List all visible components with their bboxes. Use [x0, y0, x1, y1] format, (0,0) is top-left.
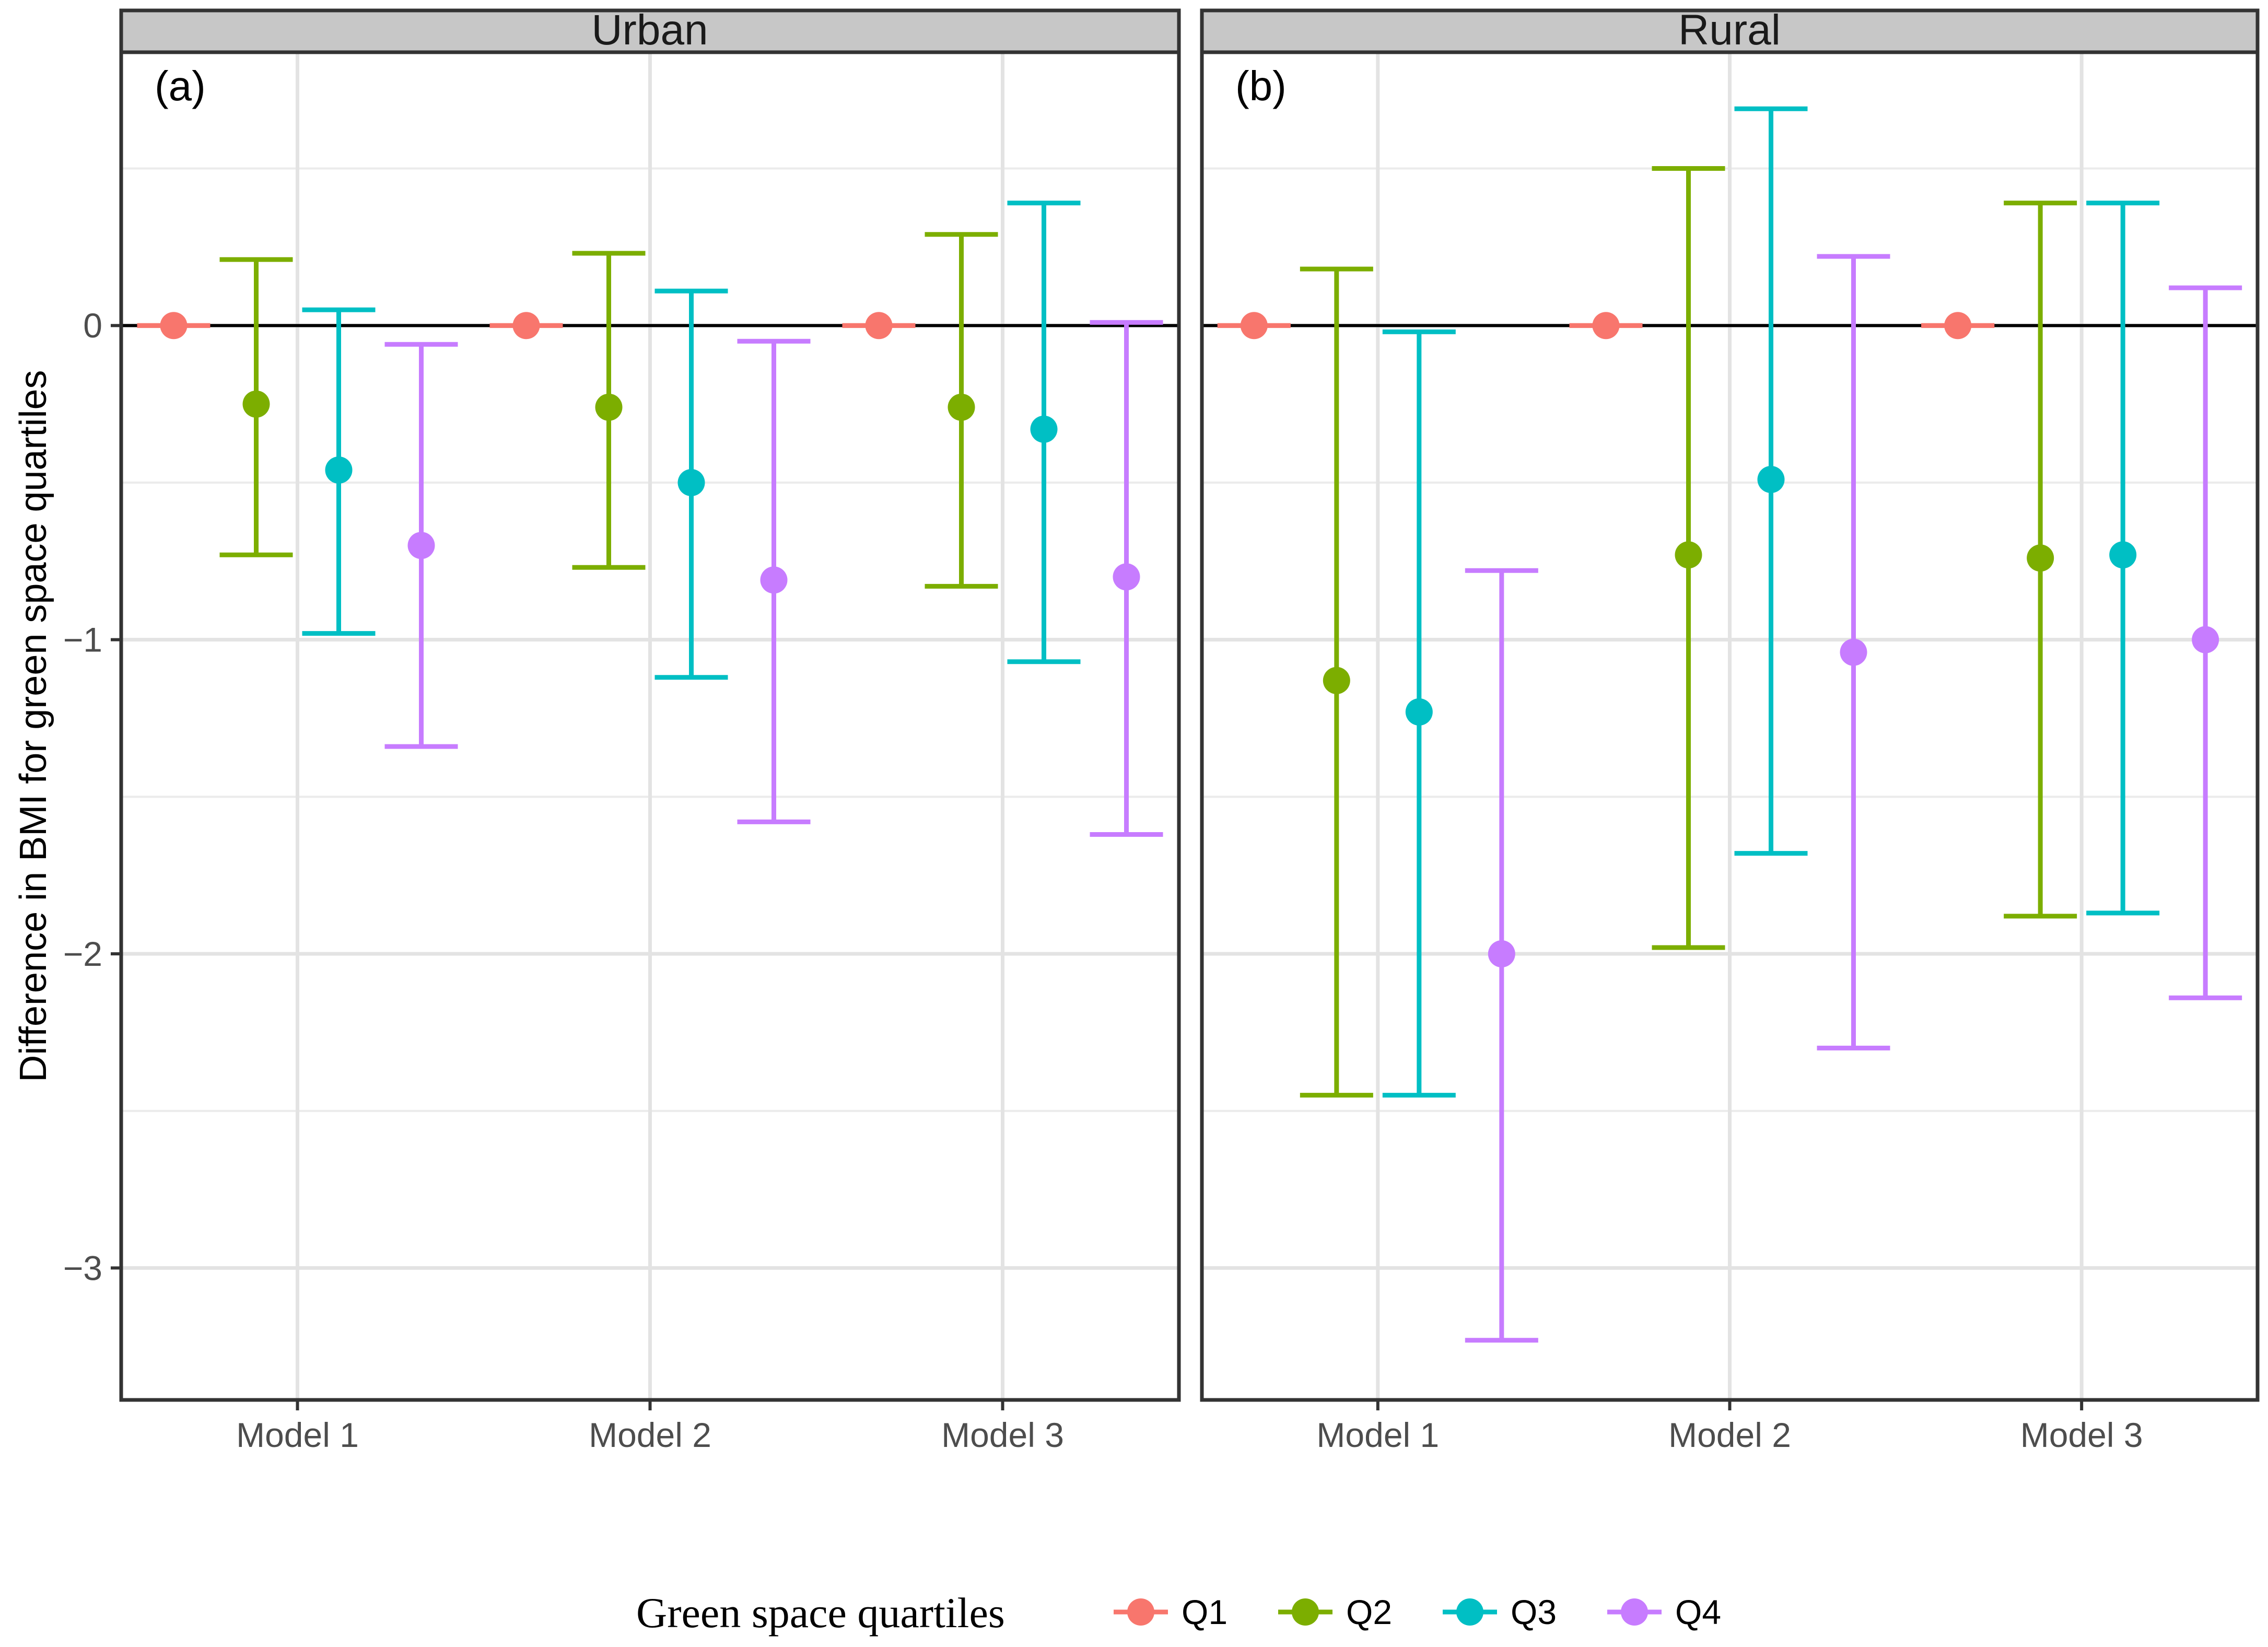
legend-item-q1: Q1	[1114, 1593, 1227, 1631]
errorbar-urban-q1-model3	[842, 312, 916, 340]
legend-key-point	[1127, 1598, 1154, 1626]
errorbar-urban-q4-model3	[1090, 320, 1163, 837]
errorbar-rural-q4-model2	[1817, 254, 1890, 1050]
legend: Green space quartiles Q1 Q2 Q3 Q4	[636, 1589, 1721, 1637]
errorbar-rural-q2-model3	[2004, 201, 2077, 919]
point-estimate	[512, 312, 540, 340]
point-estimate	[1323, 667, 1350, 694]
legend-item-q2: Q2	[1278, 1593, 1392, 1631]
point-estimate	[760, 566, 788, 594]
point-estimate	[2192, 626, 2219, 653]
point-estimate	[2027, 544, 2054, 572]
legend-label: Q1	[1182, 1593, 1227, 1631]
point-estimate	[160, 312, 188, 340]
errorbar-urban-q1-model2	[489, 312, 563, 340]
y-tick-label: 0	[83, 306, 102, 345]
legend-key-point	[1292, 1598, 1319, 1626]
point-estimate	[1592, 312, 1620, 340]
errorbar-urban-q3-model2	[654, 288, 728, 680]
x-tick-label: Model 2	[589, 1416, 711, 1454]
legend-key-point	[1621, 1598, 1648, 1626]
point-estimate	[1944, 312, 1972, 340]
panel-tag-a: (a)	[155, 63, 206, 109]
errorbar-rural-q3-model1	[1382, 329, 1456, 1098]
point-estimate	[242, 390, 270, 418]
y-tick-label: −1	[63, 621, 102, 659]
strip-label-rural: Rural	[1678, 6, 1781, 54]
point-estimate	[677, 469, 705, 496]
x-tick-label: Model 3	[2020, 1416, 2143, 1454]
point-estimate	[407, 532, 435, 559]
point-estimate	[1757, 465, 1785, 493]
point-estimate	[595, 393, 623, 421]
errorbar-urban-q2-model1	[219, 257, 293, 557]
gridlines-rural	[1202, 52, 2258, 1400]
y-tick-label: −2	[63, 935, 102, 973]
errorbar-rural-q1-model1	[1217, 312, 1291, 340]
x-tick-label: Model 3	[941, 1416, 1064, 1454]
errorbar-rural-q4-model1	[1465, 568, 1538, 1343]
point-estimate	[1488, 940, 1515, 968]
point-estimate	[948, 393, 975, 421]
point-estimate	[1240, 312, 1268, 340]
legend-label: Q2	[1346, 1593, 1392, 1631]
marks-rural	[1202, 106, 2258, 1343]
legend-title: Green space quartiles	[636, 1589, 1005, 1637]
errorbar-rural-q4-model3	[2169, 285, 2242, 1000]
errorbar-urban-q4-model1	[384, 342, 458, 749]
point-estimate	[325, 456, 353, 484]
legend-item-q3: Q3	[1443, 1593, 1557, 1631]
y-axis-title: Difference in BMI for green space quarti…	[13, 370, 54, 1082]
errorbar-urban-q1-model1	[137, 312, 211, 340]
point-estimate	[2109, 541, 2137, 569]
errorbar-rural-q2-model1	[1300, 266, 1373, 1098]
errorbar-urban-q3-model1	[302, 307, 376, 636]
point-estimate	[1405, 698, 1433, 726]
legend-label: Q3	[1511, 1593, 1557, 1631]
strip-label-urban: Urban	[591, 6, 708, 54]
marks-urban	[121, 201, 1179, 837]
gridlines-urban	[121, 52, 1179, 1400]
legend-item-q4: Q4	[1607, 1593, 1721, 1631]
point-estimate	[1030, 415, 1058, 443]
legend-key-point	[1456, 1598, 1483, 1626]
errorbar-urban-q3-model3	[1007, 201, 1081, 664]
errorbar-rural-q3-model3	[2086, 201, 2160, 916]
errorbar-urban-q2-model3	[925, 232, 998, 589]
legend-label: Q4	[1675, 1593, 1721, 1631]
y-axis: 0 −1 −2 −3	[63, 306, 121, 1287]
errorbar-urban-q2-model2	[572, 251, 646, 570]
errorbar-rural-q2-model2	[1652, 166, 1725, 950]
errorbar-rural-q3-model2	[1734, 106, 1808, 856]
errorbar-urban-q4-model2	[737, 338, 811, 824]
errorbar-rural-q1-model2	[1569, 312, 1643, 340]
panel-rural: Rural (b)	[1200, 6, 2260, 1402]
point-estimate	[865, 312, 893, 340]
panel-urban: Urban (a)	[119, 6, 1181, 1402]
y-tick-label: −3	[63, 1248, 102, 1287]
x-axis: Model 1 Model 2 Model 3 Model 1 Model 2 Model…	[236, 1400, 2143, 1454]
errorbar-rural-q1-model3	[1921, 312, 1995, 340]
x-tick-label: Model 1	[236, 1416, 359, 1454]
point-estimate	[1675, 541, 1702, 569]
point-estimate	[1113, 563, 1140, 591]
x-tick-label: Model 1	[1316, 1416, 1439, 1454]
x-tick-label: Model 2	[1668, 1416, 1791, 1454]
point-estimate	[1840, 638, 1867, 666]
panel-tag-b: (b)	[1235, 63, 1287, 109]
